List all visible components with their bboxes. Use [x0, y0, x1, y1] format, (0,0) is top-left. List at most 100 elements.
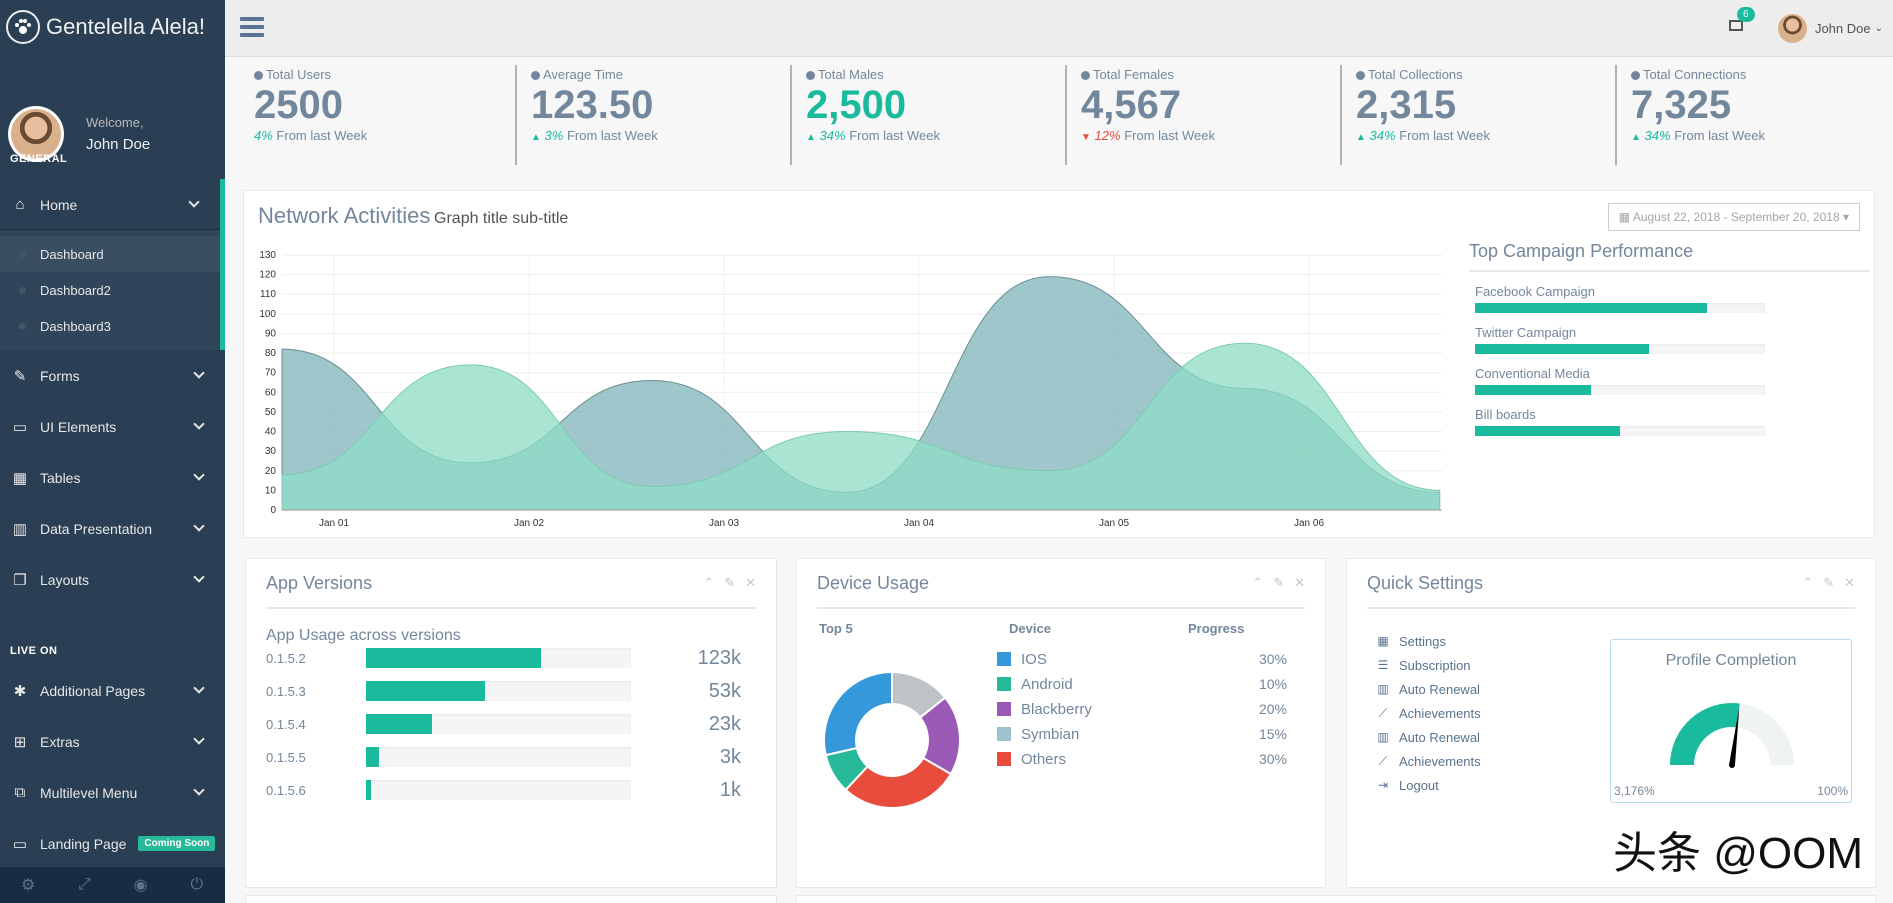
bar-chart-icon: ▥ [1377, 682, 1389, 696]
sidebar-item-home[interactable]: ⌂ Home [0, 179, 225, 230]
collapse-icon[interactable]: ⌃ [703, 575, 715, 590]
sidebar-item-forms[interactable]: ✎ Forms [0, 350, 225, 401]
windows-icon: ⊞ [13, 733, 27, 751]
sidebar-item-label: Dashboard3 [40, 318, 111, 334]
fullscreen-icon[interactable]: ⤢ [77, 876, 91, 893]
campaign-progress-fill [1475, 426, 1620, 436]
quick-setting-link[interactable]: ☰ Subscription [1377, 655, 1471, 675]
panel-title: Quick Settings [1367, 573, 1484, 593]
quick-setting-link[interactable]: ▥ Auto Renewal [1377, 727, 1480, 747]
quick-setting-link[interactable]: ⟋ Achievements [1377, 703, 1481, 723]
desktop-icon: ▭ [12, 418, 28, 436]
campaign-progress-fill [1475, 303, 1707, 313]
tile-change: 3% [544, 128, 564, 143]
welcome-text: Welcome, [86, 115, 144, 130]
home-submenu: Dashboard Dashboard2 Dashboard3 [0, 230, 225, 350]
tile-stat: Total Males 2,500 ▲ 34% From last Week [790, 65, 1065, 165]
device-percent: 10% [1258, 676, 1287, 692]
sidebar-item-label: Home [40, 196, 78, 213]
brand[interactable]: Gentelella Alela! [0, 0, 225, 54]
app-version-row: 0.1.5.3 53k [266, 680, 766, 702]
sidebar-item-additional-pages[interactable]: ✱ Additional Pages [0, 665, 225, 716]
close-icon[interactable]: ✕ [745, 575, 756, 590]
sidebar-item-dashboard2[interactable]: Dashboard2 [0, 272, 220, 308]
wrench-icon[interactable]: ✎ [1823, 575, 1835, 590]
tile-label: Total Collections [1368, 67, 1463, 82]
version-progress-bar [366, 681, 631, 701]
sidebar-item-extras[interactable]: ⊞ Extras [0, 716, 225, 767]
collapse-icon[interactable]: ⌃ [1252, 575, 1264, 590]
avatar [8, 106, 64, 162]
color-swatch [997, 677, 1011, 691]
tile-value: 123.50 [531, 83, 654, 127]
user-icon [1356, 71, 1365, 81]
sidebar-item-multilevel-menu[interactable]: ⧉ Multilevel Menu [0, 767, 225, 818]
sidebar-item-data-presentation[interactable]: ▥ Data Presentation [0, 503, 225, 554]
device-row: Others 30% [997, 749, 1287, 769]
wrench-icon[interactable]: ✎ [1273, 575, 1285, 590]
campaign-progress-bar [1475, 385, 1765, 395]
bar-chart-icon: ▥ [12, 520, 28, 538]
quick-setting-link[interactable]: ▥ Auto Renewal [1377, 679, 1480, 699]
app-version-row: 0.1.5.5 3k [266, 746, 766, 768]
quick-setting-label: Subscription [1399, 657, 1471, 673]
quick-setting-link[interactable]: ⇥ Logout [1377, 775, 1439, 795]
gauge-hub [1729, 762, 1735, 768]
chevron-down-icon [193, 418, 205, 430]
device-row: Blackberry 20% [997, 699, 1287, 719]
section-title-general: GENERAL [10, 153, 68, 165]
device-name: Symbian [1021, 725, 1080, 743]
close-icon[interactable]: ✕ [1294, 575, 1305, 590]
profile-completion-box: Profile Completion 3,176% 100% [1610, 639, 1852, 803]
line-chart-icon: ⟋ [1378, 754, 1388, 768]
lock-icon[interactable]: ◉ [133, 877, 148, 894]
campaign-item: Facebook Campaign [1475, 284, 1765, 313]
quick-setting-link[interactable]: ▦ Settings [1377, 631, 1446, 651]
campaign-item: Conventional Media [1475, 366, 1765, 395]
chevron-down-icon [193, 469, 205, 481]
settings-icon[interactable]: ⚙ [20, 877, 36, 894]
version-progress-fill [366, 780, 372, 800]
sidebar-item-tables[interactable]: ▦ Tables [0, 452, 225, 503]
color-swatch [997, 702, 1011, 716]
app-version-row: 0.1.5.4 23k [266, 713, 766, 735]
sidebar-footer: ⚙ ⤢ ◉ ⏻ [0, 867, 225, 903]
sidebar-item-dashboard[interactable]: Dashboard [0, 236, 220, 272]
logout-icon[interactable]: ⏻ [190, 876, 204, 893]
menu-toggle-icon[interactable] [240, 17, 264, 37]
campaign-item: Bill boards [1475, 407, 1765, 436]
campaign-label: Conventional Media [1475, 366, 1590, 381]
user-profile-dropdown[interactable]: John Doe ⌄ [1777, 14, 1883, 43]
color-swatch [997, 652, 1011, 666]
tile-value: 4,567 [1081, 83, 1182, 127]
sidebar-item-landing-page[interactable]: ▭ Landing Page Coming Soon [0, 818, 225, 869]
sidebar-item-label: Tables [40, 469, 81, 486]
version-progress-bar [366, 780, 631, 800]
quick-setting-link[interactable]: ⟋ Achievements [1377, 751, 1481, 771]
campaign-item: Twitter Campaign [1475, 325, 1765, 354]
quick-setting-label: Achievements [1399, 705, 1481, 721]
gauge-fill [1670, 703, 1740, 765]
mail-button[interactable]: 6 [1729, 7, 1755, 31]
device-name: Android [1021, 675, 1073, 693]
date-range-picker[interactable]: ▦ August 22, 2018 - September 20, 2018 ▾ [1607, 203, 1860, 231]
sidebar-item-layouts[interactable]: ❐ Layouts [0, 554, 225, 605]
tile-suffix: From last Week [1399, 128, 1490, 143]
campaign-label: Facebook Campaign [1475, 284, 1595, 299]
tile-stat: Average Time 123.50 ▲ 3% From last Week [515, 65, 790, 165]
version-label: 0.1.5.4 [266, 716, 306, 732]
top-navigation: 6 John Doe ⌄ [225, 0, 1893, 57]
logout-icon: ⇥ [1377, 778, 1389, 792]
quick-settings-panel: Quick Settings ⌃ ✎ ✕ ▦ Settings ☰ Subscript… [1346, 558, 1876, 888]
wrench-icon[interactable]: ✎ [724, 575, 736, 590]
close-icon[interactable]: ✕ [1844, 575, 1855, 590]
tile-stat: Total Collections 2,315 ▲ 34% From last We… [1340, 65, 1615, 165]
sidebar-item-ui-elements[interactable]: ▭ UI Elements [0, 401, 225, 452]
collapse-icon[interactable]: ⌃ [1802, 575, 1814, 590]
bug-icon: ✱ [13, 682, 27, 700]
tile-change: 34% [1369, 128, 1396, 143]
device-name: Others [1021, 750, 1067, 768]
calendar-icon: ▦ [1377, 634, 1389, 648]
sidebar-item-dashboard3[interactable]: Dashboard3 [0, 308, 220, 344]
bar-chart-icon: ▥ [1377, 730, 1389, 744]
